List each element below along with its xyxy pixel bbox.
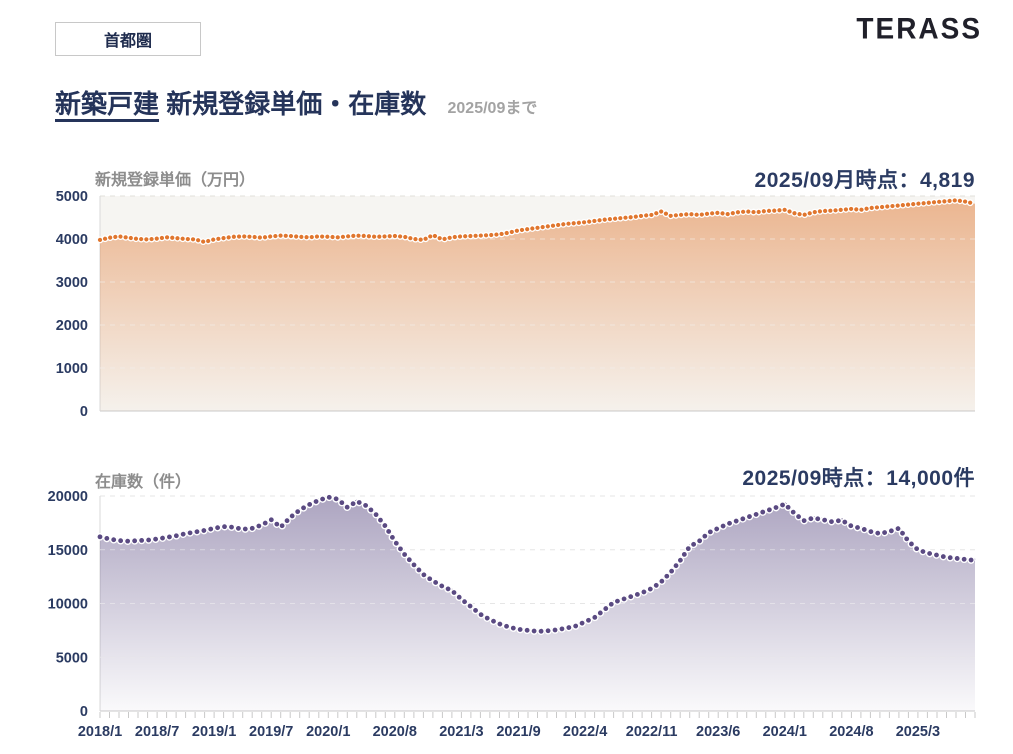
y-tick-label: 10000 [48,597,88,613]
x-tick-label: 2022/11 [626,724,678,740]
price-chart-title: 新規登録単価（万円） [95,172,256,189]
region-chip[interactable]: 首都圏 [55,22,201,56]
x-tick-label: 2020/8 [373,724,417,740]
title-period-note: 2025/09まで [447,100,538,117]
y-tick-label: 5000 [56,650,88,666]
x-tick-label: 2019/7 [249,724,293,740]
y-tick-label: 0 [80,704,88,720]
x-tick-label: 2022/4 [563,724,607,740]
x-tick-label: 2025/3 [896,724,940,740]
x-tick-label: 2019/1 [192,724,236,740]
inventory-chart-section: 在庫数（件） 2025/09時点：14,000件 0 5000 10000 15000… [0,450,1013,754]
inventory-chart-canvas: 0 5000 10000 15000 20000 2018/1 2018/7 2019/1 20… [48,489,979,740]
price-chart-canvas: 0 1000 2000 3000 4000 5000 [56,189,979,420]
y-tick-label: 1000 [56,361,88,377]
y-tick-label: 4000 [56,232,88,248]
inventory-chart-annotation: 2025/09時点：14,000件 [742,467,975,490]
x-tick-label: 2023/6 [696,724,740,740]
brand-logo: TERASS [856,12,982,45]
page-title: 新築戸建 新規登録単価・在庫数 2025/09まで [55,84,537,121]
inventory-chart-title: 在庫数（件） [95,474,192,491]
title-category: 新築戸建 [55,89,160,119]
price-chart-annotation: 2025/09月時点：4,819 [754,169,975,192]
series-area [100,497,975,711]
series-dots [97,198,978,245]
title-main: 新規登録単価・在庫数 [166,89,427,119]
y-tick-label: 20000 [48,489,88,505]
y-tick-label: 2000 [56,318,88,334]
x-tick-label: 2021/3 [439,724,483,740]
y-tick-label: 15000 [48,543,88,559]
region-chip-label: 首都圏 [103,33,152,50]
series-area [100,200,975,411]
x-tick-label: 2024/1 [763,724,807,740]
y-tick-label: 5000 [56,189,88,205]
series-dots [97,494,978,634]
x-tick-label: 2021/9 [496,724,540,740]
x-tick-label: 2024/8 [829,724,873,740]
y-tick-label: 3000 [56,275,88,291]
x-tick-label: 2020/1 [306,724,350,740]
y-tick-label: 0 [80,404,88,420]
x-tick-label: 2018/1 [78,724,122,740]
price-chart-section: 新規登録単価（万円） 2025/09月時点：4,819 0 1000 2000 300… [0,160,1013,420]
x-tick-label: 2018/7 [135,724,179,740]
